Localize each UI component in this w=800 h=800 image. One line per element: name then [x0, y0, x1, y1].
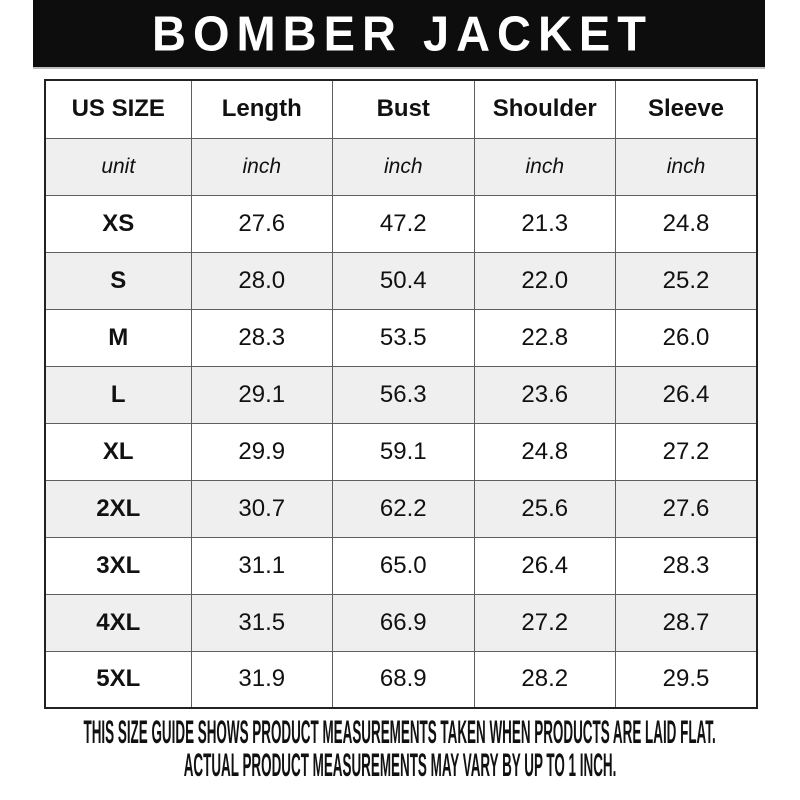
measurement-value: 22.0 — [473, 251, 616, 310]
unit-value: inch — [473, 137, 616, 196]
measurement-value: 65.0 — [332, 536, 475, 595]
product-title: BOMBER JACKET — [152, 5, 653, 62]
measurement-value: 27.6 — [190, 194, 333, 253]
measurement-value: 31.9 — [190, 650, 333, 709]
measurement-value: 28.0 — [190, 251, 333, 310]
size-label: 5XL — [44, 650, 192, 709]
measurement-value: 26.4 — [473, 536, 616, 595]
table-row-3xl: 3XL 31.1 65.0 26.4 28.3 — [44, 536, 758, 595]
table-row-xs: XS 27.6 47.2 21.3 24.8 — [44, 194, 758, 253]
column-header-length: Length — [190, 79, 333, 139]
measurement-value: 68.9 — [332, 650, 475, 709]
measurement-value: 59.1 — [332, 422, 475, 481]
measurement-value: 31.5 — [190, 593, 333, 652]
measurement-value: 28.3 — [190, 308, 333, 367]
table-row-s: S 28.0 50.4 22.0 25.2 — [44, 251, 758, 310]
column-header-shoulder: Shoulder — [473, 79, 616, 139]
measurement-value: 47.2 — [332, 194, 475, 253]
table-row-2xl: 2XL 30.7 62.2 25.6 27.6 — [44, 479, 758, 538]
measurement-value: 24.8 — [615, 194, 758, 253]
disclaimer-line-2: ACTUAL PRODUCT MEASUREMENTS MAY VARY BY … — [183, 747, 617, 783]
measurement-value: 29.1 — [190, 365, 333, 424]
measurement-value: 28.2 — [473, 650, 616, 709]
disclaimer-line-1: THIS SIZE GUIDE SHOWS PRODUCT MEASUREMEN… — [83, 714, 717, 750]
size-label: 2XL — [44, 479, 192, 538]
measurement-value: 27.2 — [473, 593, 616, 652]
size-label: S — [44, 251, 192, 310]
table-row-l: L 29.1 56.3 23.6 26.4 — [44, 365, 758, 424]
measurement-value: 66.9 — [332, 593, 475, 652]
unit-label: unit — [44, 137, 192, 196]
measurement-value: 27.2 — [615, 422, 758, 481]
table-row-xl: XL 29.9 59.1 24.8 27.2 — [44, 422, 758, 481]
table-header-row: US SIZE Length Bust Shoulder Sleeve — [44, 79, 758, 139]
measurement-value: 29.5 — [615, 650, 758, 709]
measurement-value: 31.1 — [190, 536, 333, 595]
size-label: XS — [44, 194, 192, 253]
size-label: 3XL — [44, 536, 192, 595]
title-banner: BOMBER JACKET — [33, 0, 765, 67]
column-header-us-size: US SIZE — [44, 79, 192, 139]
measurement-value: 25.6 — [473, 479, 616, 538]
unit-value: inch — [332, 137, 475, 196]
unit-row: unit inch inch inch inch — [44, 137, 758, 196]
measurement-value: 29.9 — [190, 422, 333, 481]
measurement-value: 27.6 — [615, 479, 758, 538]
measurement-value: 23.6 — [473, 365, 616, 424]
measurement-value: 22.8 — [473, 308, 616, 367]
unit-value: inch — [190, 137, 333, 196]
measurement-value: 26.0 — [615, 308, 758, 367]
measurement-value: 62.2 — [332, 479, 475, 538]
measurement-value: 26.4 — [615, 365, 758, 424]
measurement-value: 25.2 — [615, 251, 758, 310]
disclaimer: THIS SIZE GUIDE SHOWS PRODUCT MEASUREMEN… — [0, 716, 800, 782]
table-row-4xl: 4XL 31.5 66.9 27.2 28.7 — [44, 593, 758, 652]
size-chart-table: US SIZE Length Bust Shoulder Sleeve unit… — [44, 79, 758, 709]
size-label: L — [44, 365, 192, 424]
measurement-value: 56.3 — [332, 365, 475, 424]
measurement-value: 50.4 — [332, 251, 475, 310]
table-row-5xl: 5XL 31.9 68.9 28.2 29.5 — [44, 650, 758, 709]
size-label: M — [44, 308, 192, 367]
measurement-value: 24.8 — [473, 422, 616, 481]
table-row-m: M 28.3 53.5 22.8 26.0 — [44, 308, 758, 367]
measurement-value: 30.7 — [190, 479, 333, 538]
measurement-value: 53.5 — [332, 308, 475, 367]
measurement-value: 28.7 — [615, 593, 758, 652]
unit-value: inch — [615, 137, 758, 196]
measurement-value: 28.3 — [615, 536, 758, 595]
size-label: XL — [44, 422, 192, 481]
size-label: 4XL — [44, 593, 192, 652]
column-header-bust: Bust — [332, 79, 475, 139]
column-header-sleeve: Sleeve — [615, 79, 758, 139]
measurement-value: 21.3 — [473, 194, 616, 253]
